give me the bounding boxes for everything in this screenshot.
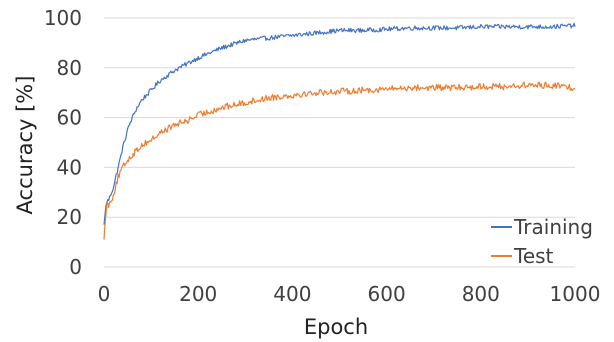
x-tick-label: 200 xyxy=(179,282,217,306)
legend: Training Test xyxy=(491,215,593,268)
series-line-training xyxy=(103,22,576,225)
x-tick-label: 1000 xyxy=(550,282,601,306)
legend-label-training: Training xyxy=(513,215,593,239)
x-tick-label: 600 xyxy=(368,282,406,306)
y-axis-label: Accuracy [%] xyxy=(13,76,37,215)
x-tick-labels: 0 200 400 600 800 1000 xyxy=(98,282,601,306)
y-tick-label: 40 xyxy=(57,155,82,179)
y-tick-label: 100 xyxy=(44,6,82,30)
x-tick-label: 400 xyxy=(273,282,311,306)
y-tick-label: 60 xyxy=(57,106,82,130)
y-tick-label: 80 xyxy=(57,56,82,80)
series-lines xyxy=(103,22,576,240)
legend-label-test: Test xyxy=(513,244,554,268)
series-line-test xyxy=(103,81,576,240)
y-tick-labels: 0 20 40 60 80 100 xyxy=(44,6,82,279)
y-tick-label: 0 xyxy=(69,255,82,279)
x-axis-label: Epoch xyxy=(304,315,368,339)
gridlines xyxy=(104,17,575,268)
x-tick-label: 0 xyxy=(98,282,111,306)
x-tick-label: 800 xyxy=(462,282,500,306)
y-tick-label: 20 xyxy=(57,205,82,229)
